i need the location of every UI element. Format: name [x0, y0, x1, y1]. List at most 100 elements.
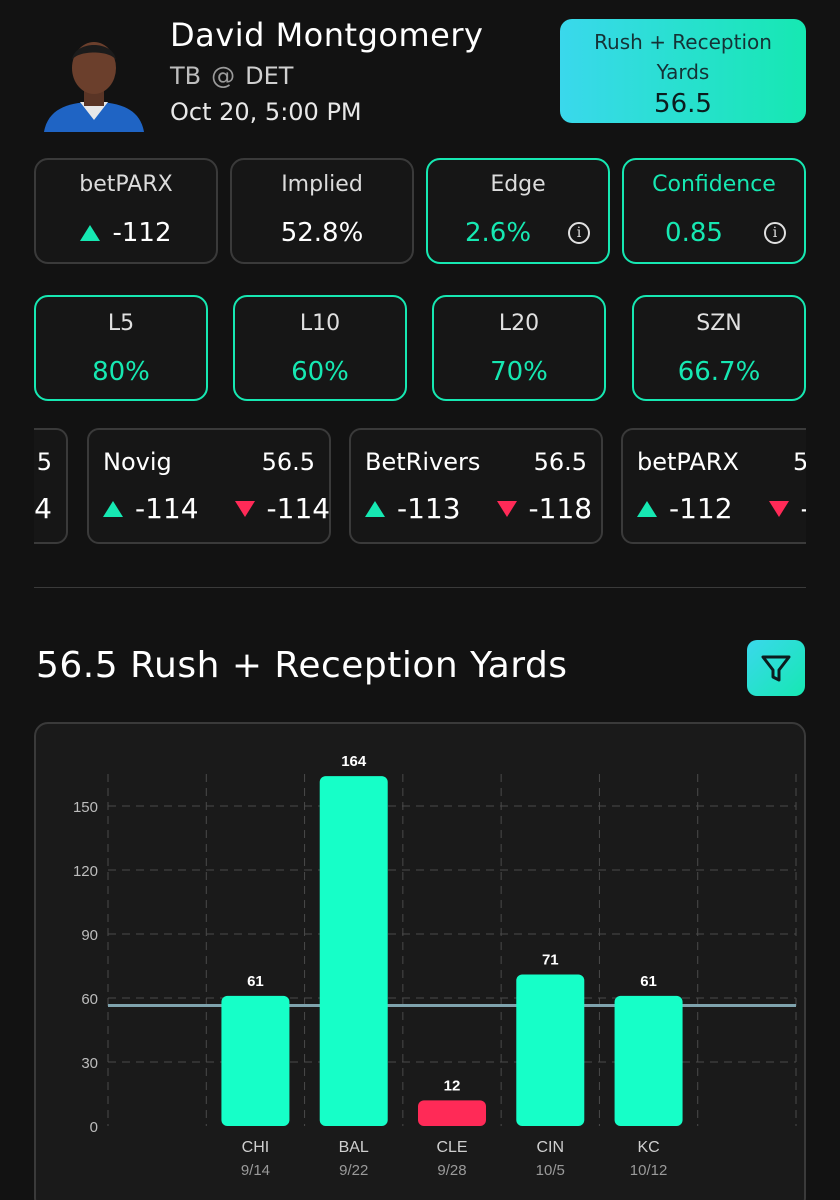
- x-category-label: CIN: [537, 1139, 565, 1156]
- up-triangle-icon: [80, 225, 101, 241]
- stat-card-implied: Implied 52.8%: [230, 158, 414, 264]
- player-header: David Montgomery TB @ DET Oct 20, 5:00 P…: [0, 0, 840, 140]
- book-odds: -113 -118: [365, 492, 592, 525]
- over-odds: -114: [135, 492, 199, 525]
- down-triangle-icon: [768, 500, 789, 517]
- book-line: 56.5: [261, 448, 315, 476]
- book-odds: -114 -114: [103, 492, 330, 525]
- hit-rate-l5[interactable]: L5 80%: [34, 295, 208, 401]
- up-triangle-icon: [103, 500, 123, 517]
- book-name: betPARX: [637, 448, 739, 476]
- stat-card-confidence[interactable]: Confidence 0.85 i: [622, 158, 806, 264]
- away-team: TB: [170, 62, 202, 90]
- bar-value-label: 71: [542, 952, 559, 969]
- stat-title: Confidence: [652, 172, 776, 197]
- book-line: 56.5: [533, 448, 587, 476]
- book-card-partial-left[interactable]: 5 4: [34, 428, 68, 544]
- info-icon[interactable]: i: [764, 222, 786, 244]
- hit-rate-value: 80%: [92, 357, 150, 387]
- section-divider: [34, 587, 806, 588]
- bar-value-label: 12: [444, 1077, 461, 1094]
- over-odds: -113: [397, 492, 461, 525]
- down-triangle-icon: [234, 500, 255, 517]
- stat-value: 52.8%: [280, 218, 364, 248]
- stat-title: Implied: [281, 172, 363, 197]
- prop-badge[interactable]: Rush + Reception Yards 56.5: [560, 19, 806, 123]
- stat-value: -112: [112, 218, 172, 248]
- book-card-novig[interactable]: Novig 56.5 -114 -114: [87, 428, 331, 544]
- bar: [221, 995, 290, 1126]
- hit-rate-title: SZN: [696, 311, 742, 336]
- under-odds: -: [801, 492, 806, 525]
- stat-value: 2.6%: [464, 218, 532, 248]
- stat-title: betPARX: [79, 172, 173, 197]
- x-category-label: BAL: [339, 1139, 369, 1156]
- x-date-label: 10/12: [630, 1162, 668, 1179]
- stat-value: 0.85: [665, 218, 723, 248]
- book-card-betparx[interactable]: betPARX 5 -112 -: [621, 428, 806, 544]
- over-odds: -112: [669, 492, 733, 525]
- under-odds: 4: [34, 492, 52, 525]
- x-date-label: 9/14: [241, 1162, 270, 1179]
- y-tick-label: 0: [90, 1119, 98, 1136]
- bar: [614, 995, 683, 1126]
- x-category-label: CHI: [242, 1139, 270, 1156]
- x-date-label: 9/28: [437, 1162, 466, 1179]
- at-symbol: @: [211, 62, 236, 90]
- book-line: 5: [793, 448, 806, 476]
- up-triangle-icon: [637, 500, 657, 517]
- book-line: 5: [36, 448, 52, 476]
- stat-card-book[interactable]: betPARX -112: [34, 158, 218, 264]
- bar-value-label: 164: [341, 753, 367, 770]
- x-date-label: 9/22: [339, 1162, 368, 1179]
- prop-line-value: 56.5: [654, 89, 712, 119]
- filter-icon: [761, 655, 791, 682]
- hit-rate-l20[interactable]: L20 70%: [432, 295, 606, 401]
- player-name: David Montgomery: [170, 16, 484, 54]
- home-team: DET: [245, 62, 294, 90]
- bar-chart: 0 30 60 90 120 150 61 CHI 9/14 164 BAL 9/22 12 CLE 9/2…: [73, 753, 797, 1179]
- bar: [319, 776, 388, 1126]
- bar: [516, 974, 585, 1126]
- bar-value-label: 61: [640, 973, 657, 990]
- x-date-label: 10/5: [536, 1162, 565, 1179]
- y-tick-label: 60: [81, 991, 98, 1008]
- prop-label: Rush + Reception Yards: [594, 30, 772, 84]
- stat-value-row: -112: [36, 218, 216, 248]
- up-triangle-icon: [365, 500, 385, 517]
- hit-rate-title: L20: [498, 311, 540, 336]
- y-tick-label: 150: [73, 799, 98, 816]
- hit-rate-value: 60%: [291, 357, 349, 387]
- hit-rate-value: 70%: [490, 357, 548, 387]
- game-time: Oct 20, 5:00 PM: [170, 98, 362, 126]
- y-tick-label: 90: [81, 927, 98, 944]
- hit-rate-value: 66.7%: [677, 357, 761, 387]
- down-triangle-icon: [496, 500, 517, 517]
- filter-button[interactable]: [747, 640, 805, 696]
- book-odds: -112 -: [637, 492, 806, 525]
- matchup: TB @ DET: [170, 62, 293, 90]
- book-card-betrivers[interactable]: BetRivers 56.5 -113 -118: [349, 428, 603, 544]
- hit-rate-title: L5: [107, 311, 135, 336]
- bar: [418, 1100, 486, 1126]
- y-tick-label: 120: [73, 863, 98, 880]
- book-odds: 4: [34, 492, 52, 525]
- under-odds: -114: [266, 492, 331, 525]
- book-name: Novig: [103, 448, 172, 476]
- sportsbook-carousel[interactable]: 5 4 Novig 56.5 -114 -114 BetRivers 56.5 …: [34, 428, 806, 546]
- chart-section-title: 56.5 Rush + Reception Yards: [36, 645, 568, 686]
- stat-title: Edge: [490, 172, 546, 197]
- bar-chart-card: 0 30 60 90 120 150 61 CHI 9/14 164 BAL 9/22 12 CLE 9/2…: [34, 722, 806, 1200]
- stat-card-edge[interactable]: Edge 2.6% i: [426, 158, 610, 264]
- hit-rate-l10[interactable]: L10 60%: [233, 295, 407, 401]
- info-icon[interactable]: i: [568, 222, 590, 244]
- book-name: BetRivers: [365, 448, 481, 476]
- x-category-label: CLE: [436, 1139, 467, 1156]
- under-odds: -118: [528, 492, 593, 525]
- x-category-label: KC: [637, 1139, 659, 1156]
- y-tick-label: 30: [81, 1055, 98, 1072]
- hit-rate-title: L10: [299, 311, 341, 336]
- hit-rate-szn[interactable]: SZN 66.7%: [632, 295, 806, 401]
- player-avatar: [34, 36, 154, 132]
- bar-value-label: 61: [247, 973, 264, 990]
